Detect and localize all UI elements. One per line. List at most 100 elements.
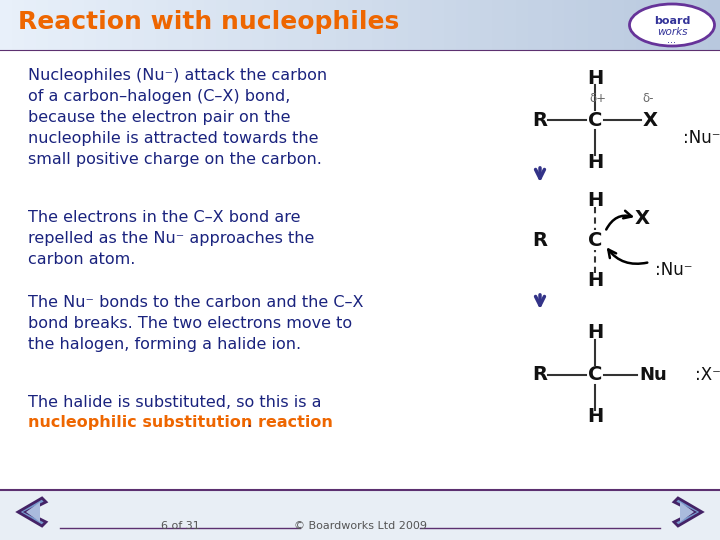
Bar	[588, 0, 600, 50]
Bar	[60, 0, 72, 50]
Bar	[48, 0, 60, 50]
Bar	[396, 0, 408, 50]
Text: Nu: Nu	[639, 366, 667, 384]
Bar	[480, 0, 492, 50]
Text: C: C	[588, 111, 602, 130]
Bar	[528, 0, 540, 50]
Text: works: works	[657, 27, 688, 37]
Text: Nucleophiles (Nu⁻) attack the carbon
of a carbon–halogen (C–X) bond,
because the: Nucleophiles (Nu⁻) attack the carbon of …	[28, 68, 327, 167]
Bar	[156, 0, 168, 50]
Bar	[660, 0, 672, 50]
Text: Reaction with nucleophiles: Reaction with nucleophiles	[18, 10, 400, 34]
Bar	[192, 0, 204, 50]
Bar	[408, 0, 420, 50]
Bar	[564, 0, 576, 50]
Text: nucleophilic substitution reaction: nucleophilic substitution reaction	[28, 415, 333, 430]
Polygon shape	[674, 498, 702, 526]
Text: 6 of 31: 6 of 31	[161, 521, 199, 531]
Bar	[84, 0, 96, 50]
Text: .: .	[246, 415, 251, 430]
Bar	[492, 0, 504, 50]
Bar	[252, 0, 264, 50]
Bar	[0, 50, 720, 490]
Text: board: board	[654, 16, 690, 26]
Bar	[0, 490, 720, 540]
Bar	[684, 0, 696, 50]
Text: H: H	[587, 271, 603, 289]
Bar	[384, 0, 396, 50]
Bar	[300, 0, 312, 50]
Text: C: C	[588, 366, 602, 384]
Bar	[372, 0, 384, 50]
Bar	[540, 0, 552, 50]
Bar	[0, 0, 12, 50]
Text: δ-: δ-	[642, 91, 654, 105]
Bar	[180, 0, 192, 50]
Text: C: C	[588, 231, 602, 249]
Text: :Nu⁻: :Nu⁻	[683, 129, 720, 147]
Text: X: X	[634, 208, 649, 227]
Text: H: H	[587, 191, 603, 210]
Bar	[72, 0, 84, 50]
Bar	[312, 0, 324, 50]
Bar	[288, 0, 300, 50]
Text: H: H	[587, 408, 603, 427]
Polygon shape	[680, 502, 694, 522]
Bar	[708, 0, 720, 50]
Text: :Nu⁻: :Nu⁻	[655, 261, 693, 279]
Bar	[672, 0, 684, 50]
Bar	[264, 0, 276, 50]
Bar	[612, 0, 624, 50]
Text: :X⁻: :X⁻	[695, 366, 720, 384]
Bar	[552, 0, 564, 50]
Bar	[516, 0, 528, 50]
Bar	[468, 0, 480, 50]
Text: R: R	[533, 366, 547, 384]
Bar	[120, 0, 132, 50]
Text: H: H	[587, 69, 603, 87]
Text: R: R	[533, 111, 547, 130]
Bar	[96, 0, 108, 50]
Text: The Nu⁻ bonds to the carbon and the C–X
bond breaks. The two electrons move to
t: The Nu⁻ bonds to the carbon and the C–X …	[28, 295, 364, 352]
Bar	[228, 0, 240, 50]
Bar	[12, 0, 24, 50]
Ellipse shape	[629, 4, 714, 46]
Bar	[444, 0, 456, 50]
Text: X: X	[642, 111, 657, 130]
Text: © Boardworks Ltd 2009: © Boardworks Ltd 2009	[294, 521, 426, 531]
Polygon shape	[26, 502, 40, 522]
FancyArrowPatch shape	[608, 249, 647, 264]
Bar	[24, 0, 36, 50]
Bar	[324, 0, 336, 50]
Bar	[348, 0, 360, 50]
Bar	[576, 0, 588, 50]
Bar	[168, 0, 180, 50]
Bar	[456, 0, 468, 50]
Text: R: R	[533, 231, 547, 249]
Text: H: H	[587, 323, 603, 342]
Bar	[420, 0, 432, 50]
Bar	[336, 0, 348, 50]
Bar	[216, 0, 228, 50]
Bar	[360, 0, 372, 50]
Bar	[108, 0, 120, 50]
Text: δ+: δ+	[590, 91, 606, 105]
Text: The electrons in the C–X bond are
repelled as the Nu⁻ approaches the
carbon atom: The electrons in the C–X bond are repell…	[28, 210, 315, 267]
Bar	[240, 0, 252, 50]
Bar	[600, 0, 612, 50]
Bar	[636, 0, 648, 50]
Polygon shape	[18, 498, 46, 526]
Text: ...: ...	[667, 35, 677, 45]
Bar	[648, 0, 660, 50]
Text: H: H	[587, 152, 603, 172]
Bar	[276, 0, 288, 50]
Bar	[132, 0, 144, 50]
Bar	[36, 0, 48, 50]
FancyArrowPatch shape	[606, 211, 631, 229]
Bar	[624, 0, 636, 50]
Bar	[432, 0, 444, 50]
Bar	[204, 0, 216, 50]
Bar	[144, 0, 156, 50]
Text: The halide is substituted, so this is a: The halide is substituted, so this is a	[28, 395, 322, 410]
Bar	[504, 0, 516, 50]
